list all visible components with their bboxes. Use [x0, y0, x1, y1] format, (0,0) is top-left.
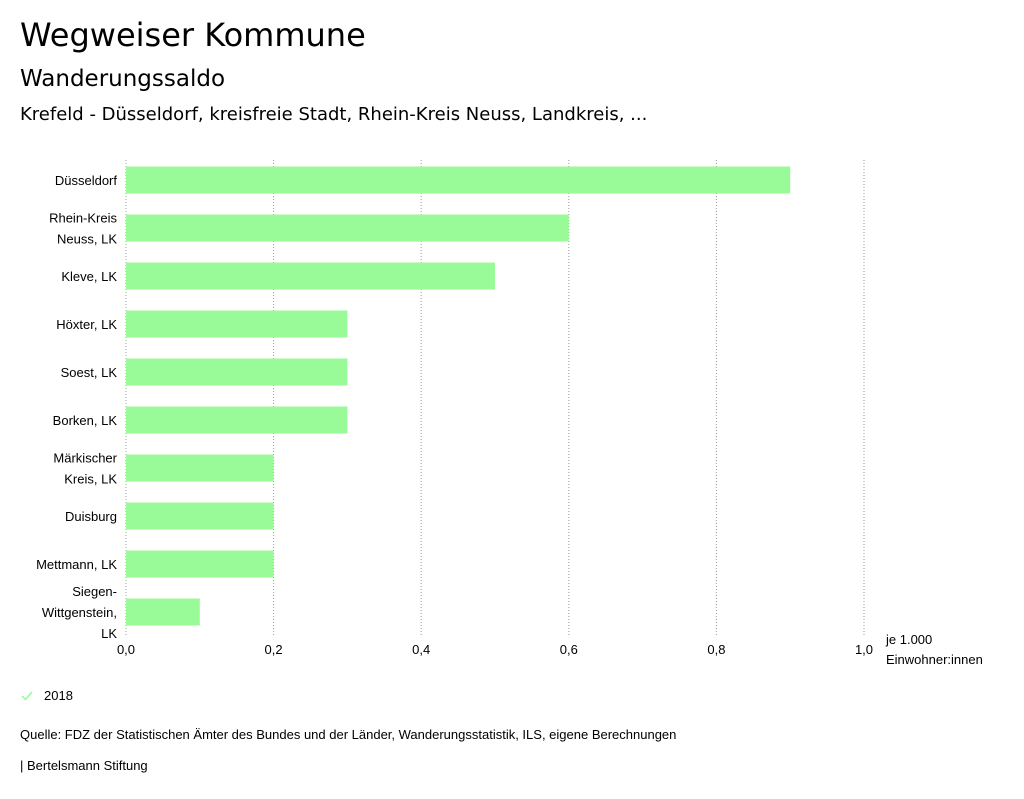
category-label-9-1: Wittgenstein, [42, 605, 117, 620]
chart-subtitle: Wanderungssaldo [20, 66, 226, 92]
category-label-1-1: Neuss, LK [57, 232, 117, 247]
category-label-2-0: Kleve, LK [61, 269, 117, 284]
x-tick-label-3: 0,6 [560, 642, 578, 657]
category-label-6-0: Märkischer [53, 451, 117, 466]
x-tick-label-0: 0,0 [117, 642, 135, 657]
x-tick-label-4: 0,8 [707, 642, 725, 657]
bar-8[interactable] [126, 550, 274, 578]
bar-7[interactable] [126, 502, 274, 530]
legend-label-2018: 2018 [44, 688, 73, 703]
bar-chart: Düsseldorf Rhein-Kreis Neuss, LK Kleve, LK H… [36, 160, 873, 657]
category-label-9-0: Siegen- [72, 584, 117, 599]
bar-0[interactable] [126, 166, 791, 194]
axis-unit-line-2: Einwohner:innen [886, 652, 983, 667]
bar-4[interactable] [126, 358, 348, 386]
bar-5[interactable] [126, 406, 348, 434]
bar-9[interactable] [126, 598, 200, 626]
legend[interactable]: 2018 [20, 688, 73, 703]
x-tick-label-1: 0,2 [265, 642, 283, 657]
category-label-9-2: LK [101, 626, 117, 641]
x-tick-label-2: 0,4 [412, 642, 430, 657]
bar-1[interactable] [126, 214, 569, 242]
category-label-0-0: Düsseldorf [55, 173, 118, 188]
bar-3[interactable] [126, 310, 348, 338]
source-note: Quelle: FDZ der Statistischen Ämter des … [20, 727, 677, 742]
chart-title: Wegweiser Kommune [20, 16, 366, 54]
category-label-4-0: Soest, LK [61, 365, 118, 380]
axis-unit-label: je 1.000 Einwohner:innen [886, 630, 983, 670]
category-label-1-0: Rhein-Kreis [49, 211, 117, 226]
region-description: Krefeld - Düsseldorf, kreisfreie Stadt, … [20, 104, 648, 125]
category-label-3-0: Höxter, LK [56, 317, 117, 332]
credit-note: | Bertelsmann Stiftung [20, 758, 148, 773]
bar-6[interactable] [126, 454, 274, 482]
category-label-5-0: Borken, LK [53, 413, 118, 428]
axis-unit-line-1: je 1.000 [886, 632, 933, 647]
category-label-8-0: Mettmann, LK [36, 557, 117, 572]
x-tick-label-5: 1,0 [855, 642, 873, 657]
category-label-6-1: Kreis, LK [64, 472, 117, 487]
category-label-7-0: Duisburg [65, 509, 117, 524]
check-icon[interactable] [20, 689, 34, 703]
bar-2[interactable] [126, 262, 495, 290]
